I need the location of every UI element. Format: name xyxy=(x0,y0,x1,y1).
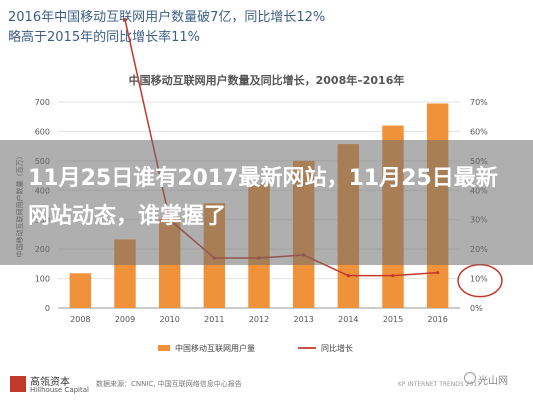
y2-tick-label: 60% xyxy=(470,127,488,136)
y-tick-label: 600 xyxy=(35,127,50,136)
logo-name-cn: 高瓴资本 xyxy=(30,377,70,388)
growth-point xyxy=(346,274,350,278)
growth-point xyxy=(436,271,440,275)
y2-tick-label: 10% xyxy=(470,275,488,284)
x-tick-label: 2015 xyxy=(383,315,403,324)
y2-tick-label: 0% xyxy=(470,304,483,313)
x-tick-label: 2009 xyxy=(115,315,135,324)
x-tick-label: 2012 xyxy=(249,315,269,324)
y-tick-label: 0 xyxy=(45,304,50,313)
header-line-2: 略高于2015年的同比增长率11% xyxy=(8,30,200,45)
watermark-icon xyxy=(464,372,476,384)
x-tick-label: 2008 xyxy=(70,315,90,324)
x-tick-label: 2010 xyxy=(159,315,179,324)
hillhouse-logo-icon xyxy=(10,376,26,392)
overlay-headline: 11月25日谁有2017最新网站，11月25日最新网站动态，谁掌握了 xyxy=(28,166,498,229)
legend-swatch-bar xyxy=(158,345,170,351)
growth-point xyxy=(391,274,395,278)
legend-label-growth: 同比增长 xyxy=(321,343,353,353)
x-tick-label: 2016 xyxy=(427,315,447,324)
y2-tick-label: 70% xyxy=(470,98,488,107)
legend-label-users: 中国移动互联网用户量 xyxy=(175,343,255,353)
logo-name-en: Hillhouse Capital xyxy=(30,386,89,394)
x-tick-label: 2013 xyxy=(293,315,313,324)
chart-title: 中国移动互联网用户数量及同比增长，2008年–2016年 xyxy=(128,74,405,87)
report-label: KP INTERNET TRENDS 2017 xyxy=(398,381,481,388)
growth-point xyxy=(123,18,127,22)
x-tick-label: 2014 xyxy=(338,315,358,324)
y-tick-label: 100 xyxy=(35,275,50,284)
y-tick-label: 700 xyxy=(35,98,50,107)
header-banner: 2016年中国移动互联网用户数量破7亿，同比增长12% 略高于2015年的同比增… xyxy=(0,0,533,52)
watermark-text: 光山网 xyxy=(478,376,508,387)
header-line-1: 2016年中国移动互联网用户数量破7亿，同比增长12% xyxy=(8,10,326,25)
bar-2008 xyxy=(69,273,92,308)
data-source: 数据来源：CNNIC, 中国互联网络信息中心报告 xyxy=(96,380,242,388)
overlay-band xyxy=(0,140,533,265)
x-tick-label: 2011 xyxy=(204,315,224,324)
